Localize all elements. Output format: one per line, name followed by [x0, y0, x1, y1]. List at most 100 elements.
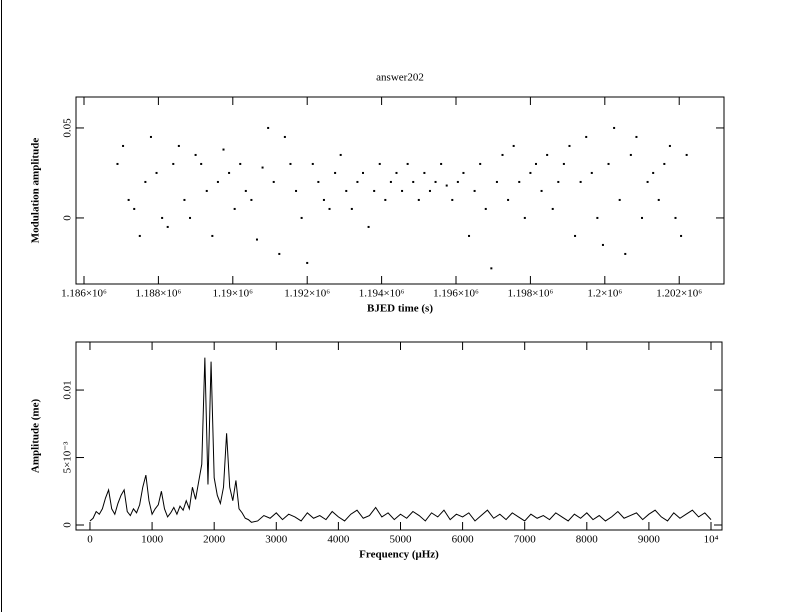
x-tick-label: 2000	[203, 534, 226, 546]
chart-title: answer202	[376, 72, 424, 84]
point	[384, 198, 387, 201]
point	[674, 216, 677, 219]
x-tick-label: 10⁴	[704, 534, 719, 546]
point	[289, 162, 292, 165]
x-tick-label: 1.194×10⁶	[359, 288, 405, 300]
x-axis-label: Frequency (μHz)	[359, 549, 439, 561]
point	[557, 180, 560, 183]
point	[551, 207, 554, 210]
point	[568, 144, 571, 147]
point	[200, 162, 203, 165]
point	[618, 198, 621, 201]
point	[607, 162, 610, 165]
point	[389, 180, 392, 183]
plot-frame	[75, 96, 725, 285]
point	[138, 234, 141, 237]
point	[546, 153, 549, 156]
y-tick-label: 0	[62, 522, 74, 528]
point	[228, 171, 231, 174]
point	[177, 144, 180, 147]
point	[479, 162, 482, 165]
x-tick-label: 1.188×10⁶	[136, 288, 182, 300]
point	[267, 126, 270, 129]
y-axis-label: Amplitude (me)	[30, 399, 42, 474]
point	[295, 189, 298, 192]
point	[334, 171, 337, 174]
y-tick-label: 5×10⁻³	[62, 441, 74, 474]
point	[189, 216, 192, 219]
x-tick-label: 1.19×10⁶	[213, 288, 253, 300]
point	[367, 225, 370, 228]
point	[484, 207, 487, 210]
point	[629, 153, 632, 156]
point	[540, 189, 543, 192]
point	[652, 171, 655, 174]
point	[261, 166, 264, 169]
point	[378, 162, 381, 165]
point	[445, 184, 448, 187]
point	[311, 162, 314, 165]
spectrum-line	[89, 357, 712, 523]
point	[233, 207, 236, 210]
point	[518, 180, 521, 183]
point	[507, 198, 510, 201]
point	[635, 135, 638, 138]
point	[501, 153, 504, 156]
point	[339, 153, 342, 156]
point	[278, 252, 281, 255]
x-tick-label: 1.196×10⁶	[433, 288, 479, 300]
point	[401, 189, 404, 192]
point	[456, 180, 459, 183]
x-tick-label: 1.2×10⁶	[587, 288, 622, 300]
point	[646, 180, 649, 183]
point	[300, 216, 303, 219]
point	[272, 180, 275, 183]
x-tick-label: 1000	[141, 534, 164, 546]
point	[133, 207, 136, 210]
point	[473, 189, 476, 192]
point	[406, 162, 409, 165]
x-tick-label: 8000	[576, 534, 599, 546]
x-tick-label: 0	[87, 534, 93, 546]
point	[356, 180, 359, 183]
point	[122, 144, 125, 147]
point	[127, 198, 130, 201]
x-tick-label: 7000	[514, 534, 537, 546]
point	[596, 216, 599, 219]
x-tick-label: 6000	[452, 534, 475, 546]
point	[239, 162, 242, 165]
point	[362, 171, 365, 174]
point	[155, 171, 158, 174]
point	[534, 162, 537, 165]
point	[205, 189, 208, 192]
point	[283, 135, 286, 138]
point	[161, 216, 164, 219]
y-tick-label: 0	[62, 215, 74, 221]
point	[244, 189, 247, 192]
point	[216, 180, 219, 183]
point	[613, 126, 616, 129]
point	[512, 144, 515, 147]
y-axis-label: Modulation amplitude	[30, 138, 42, 244]
point	[685, 153, 688, 156]
point	[663, 162, 666, 165]
point	[428, 189, 431, 192]
point	[624, 252, 627, 255]
point	[255, 238, 258, 241]
y-tick-label: 0.01	[62, 380, 74, 399]
x-tick-label: 4000	[327, 534, 350, 546]
point	[641, 216, 644, 219]
point	[680, 234, 683, 237]
point	[451, 198, 454, 201]
point	[417, 198, 420, 201]
point	[183, 198, 186, 201]
point	[574, 234, 577, 237]
x-tick-label: 9000	[638, 534, 661, 546]
point	[585, 135, 588, 138]
x-tick-label: 1.186×10⁶	[61, 288, 107, 300]
point	[306, 261, 309, 264]
point	[601, 243, 604, 246]
point	[345, 189, 348, 192]
point	[194, 153, 197, 156]
